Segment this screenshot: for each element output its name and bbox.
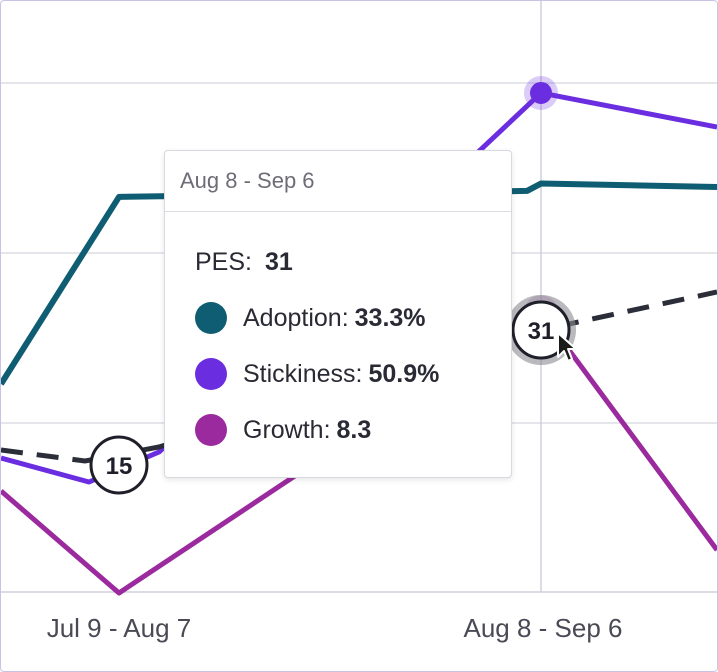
series-line-stickiness — [1, 90, 717, 485]
stickiness-point — [530, 81, 552, 104]
x-tick-label: Aug 8 - Sep 6 — [464, 613, 623, 643]
tooltip-row-adoption: Adoption: 33.3% — [195, 298, 511, 338]
stickiness-legend-dot — [195, 358, 227, 390]
tooltip-pes-label: PES: — [195, 248, 252, 276]
pes-data-label: 15 — [106, 453, 133, 480]
tooltip-pes-value: 31 — [264, 248, 293, 276]
growth-legend-dot — [195, 414, 227, 446]
tooltip-row-stickiness: Stickiness: 50.9% — [195, 354, 511, 394]
tooltip-growth-value: 8.3 — [336, 415, 372, 444]
tooltip-adoption-value: 33.3% — [354, 303, 426, 332]
tooltip-row-growth: Growth: 8.3 — [195, 410, 511, 450]
mouse-cursor-icon — [557, 332, 577, 362]
x-tick-label: Jul 9 - Aug 7 — [47, 613, 192, 643]
adoption-legend-dot — [195, 302, 227, 334]
tooltip-stickiness-label: Stickiness: — [243, 359, 363, 388]
tooltip-growth-label: Growth: — [243, 415, 331, 444]
tooltip-title: Aug 8 - Sep 6 — [165, 151, 511, 212]
tooltip-body: PES: 31 Adoption: 33.3% Stickiness: 50.9… — [165, 212, 511, 450]
tooltip-stickiness-value: 50.9% — [368, 359, 440, 388]
series-line-adoption — [1, 180, 717, 386]
pes-point-1 — [511, 300, 571, 360]
pes-data-label: 31 — [528, 318, 555, 345]
series-line-pes — [1, 289, 717, 464]
tooltip: Aug 8 - Sep 6 PES: 31 Adoption: 33.3% St… — [164, 150, 512, 478]
tooltip-pes: PES: 31 — [195, 242, 511, 282]
pes-point-0 — [89, 435, 149, 495]
tooltip-adoption-label: Adoption: — [243, 303, 349, 332]
